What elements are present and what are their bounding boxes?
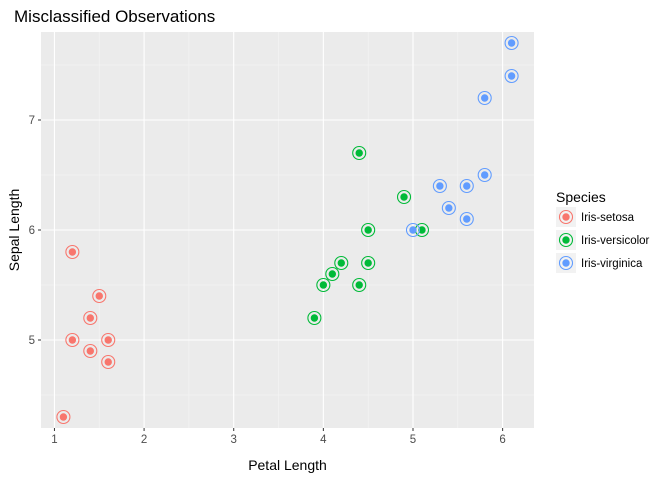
x-tick-label: 4 <box>320 434 327 446</box>
data-point-iris-versicolor <box>361 255 376 271</box>
y-tick-label: 5 <box>29 335 35 347</box>
data-point-iris-versicolor <box>325 266 340 282</box>
data-point-iris-virginica <box>459 211 474 227</box>
y-axis-title: Sepal Length <box>6 189 22 272</box>
legend: Species Iris-setosa Iris-versicolor Iris-v… <box>556 189 650 273</box>
legend-item-iris-versicolor: Iris-versicolor <box>556 230 650 250</box>
data-point-iris-versicolor <box>361 222 376 238</box>
data-point-iris-virginica <box>432 178 447 194</box>
x-tick-label: 2 <box>141 434 147 446</box>
legend-items: Iris-setosa Iris-versicolor Iris-virginica <box>556 207 650 273</box>
data-point-iris-virginica <box>504 68 519 84</box>
data-point-iris-setosa <box>101 354 116 370</box>
legend-label: Iris-virginica <box>581 258 643 270</box>
y-axis-ticks: 5 6 7 <box>29 115 41 347</box>
legend-item-iris-setosa: Iris-setosa <box>556 207 635 227</box>
data-points <box>56 35 519 425</box>
data-point-iris-virginica <box>405 222 421 238</box>
data-point-iris-setosa <box>83 310 98 326</box>
legend-symbol <box>558 232 574 248</box>
data-point-iris-setosa <box>65 332 80 348</box>
data-point-iris-virginica <box>504 35 519 51</box>
data-point-iris-versicolor <box>307 310 322 326</box>
x-axis-ticks: 1 2 3 4 5 6 <box>51 428 506 446</box>
data-point-iris-setosa <box>56 409 71 425</box>
data-point-iris-versicolor <box>316 277 331 293</box>
y-tick-label: 6 <box>29 225 35 237</box>
x-tick-label: 5 <box>410 434 416 446</box>
data-point-iris-setosa <box>65 244 80 260</box>
x-tick-label: 3 <box>231 434 237 446</box>
legend-title: Species <box>556 189 606 205</box>
data-point-iris-versicolor <box>352 277 367 293</box>
data-point-iris-setosa <box>92 288 107 304</box>
data-point-iris-virginica <box>477 90 492 106</box>
data-point-iris-versicolor <box>352 145 367 161</box>
legend-symbol <box>558 209 574 225</box>
y-tick-label: 7 <box>29 115 35 127</box>
legend-label: Iris-versicolor <box>581 235 650 247</box>
legend-item-iris-virginica: Iris-virginica <box>556 253 643 273</box>
x-tick-label: 1 <box>51 434 57 446</box>
data-point-iris-setosa <box>83 343 98 359</box>
data-point-iris-virginica <box>459 178 474 194</box>
legend-label: Iris-setosa <box>581 212 635 224</box>
x-tick-label: 6 <box>499 434 505 446</box>
data-point-iris-virginica <box>477 167 492 183</box>
data-point-iris-versicolor <box>396 189 412 205</box>
legend-symbol <box>558 255 574 271</box>
chart-title: Misclassified Observations <box>14 7 215 26</box>
data-point-iris-setosa <box>101 332 116 348</box>
data-point-iris-versicolor <box>334 255 349 271</box>
x-axis-title: Petal Length <box>248 457 327 473</box>
data-point-iris-virginica <box>441 200 456 216</box>
